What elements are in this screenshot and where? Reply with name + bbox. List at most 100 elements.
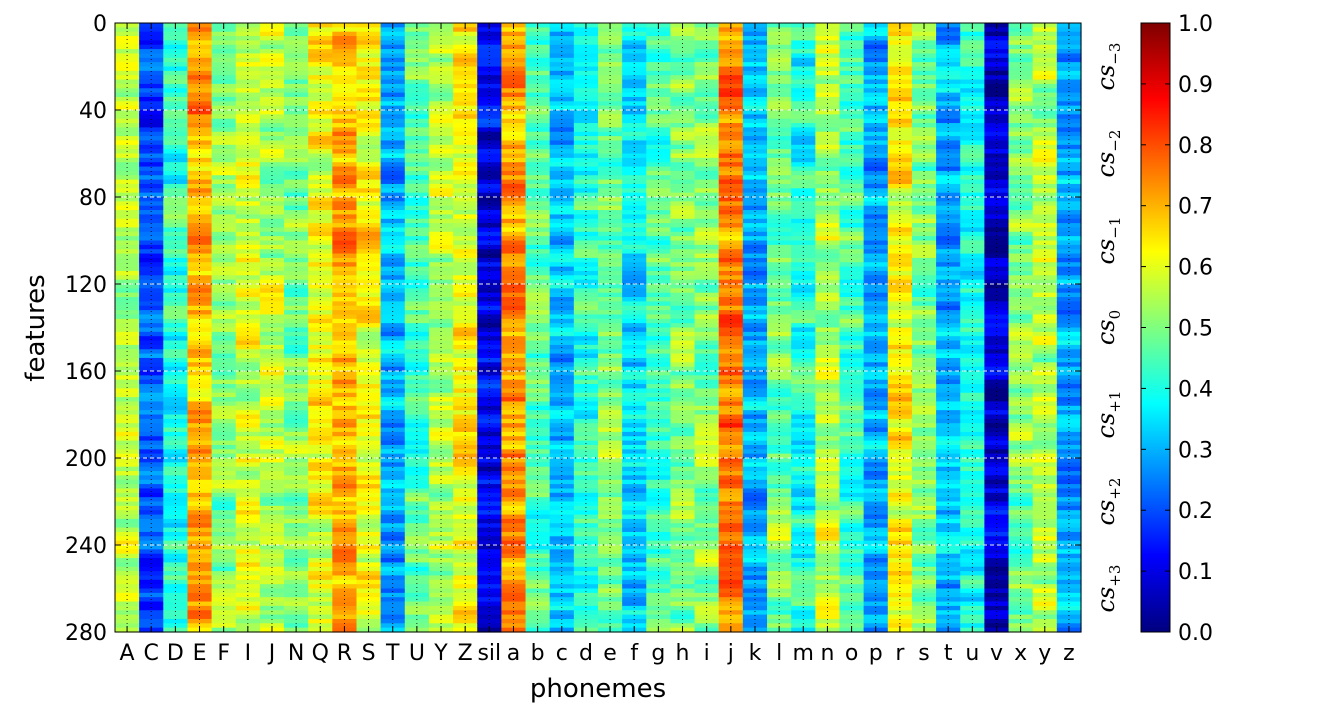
heatmap-cell: [718, 571, 744, 577]
heatmap-cell: [187, 162, 213, 168]
heatmap-cell: [573, 105, 599, 111]
heatmap-cell: [839, 479, 865, 485]
heatmap-cell: [622, 136, 647, 142]
heatmap-cell: [428, 605, 454, 611]
heatmap-cell: [453, 327, 478, 333]
heatmap-cell: [936, 205, 961, 211]
heatmap-cell: [428, 110, 454, 115]
heatmap-cell: [308, 323, 333, 329]
heatmap-cell: [525, 188, 551, 194]
heatmap-cell: [332, 505, 358, 511]
heatmap-cell: [622, 605, 647, 611]
heatmap-cell: [960, 357, 985, 363]
heatmap-cell: [573, 327, 599, 333]
heatmap-cell: [960, 223, 985, 229]
heatmap-cell: [911, 418, 937, 424]
heatmap-cell: [163, 614, 189, 620]
heatmap-cell: [598, 518, 623, 524]
heatmap-cell: [356, 523, 382, 529]
heatmap-cell: [235, 131, 261, 137]
heatmap-cell: [936, 471, 961, 476]
heatmap-cell: [235, 375, 261, 381]
heatmap-cell: [936, 179, 961, 185]
heatmap-cell: [139, 436, 164, 442]
heatmap-cell: [453, 527, 478, 533]
heatmap-cell: [718, 136, 744, 142]
heatmap-cell: [332, 453, 358, 459]
heatmap-cell: [936, 236, 961, 242]
heatmap-cell: [404, 431, 430, 437]
heatmap-cell: [839, 231, 865, 237]
heatmap-cell: [646, 136, 672, 142]
heatmap-cell: [284, 188, 309, 194]
heatmap-cell: [839, 275, 865, 281]
heatmap-cell: [742, 418, 768, 424]
heatmap-cell: [404, 270, 430, 276]
heatmap-cell: [211, 566, 237, 572]
heatmap-cell: [839, 70, 865, 76]
heatmap-cell: [259, 405, 285, 411]
heatmap-cell: [525, 253, 551, 259]
heatmap-cell: [139, 423, 164, 429]
heatmap-cell: [767, 410, 792, 416]
heatmap-cell: [598, 371, 623, 376]
heatmap-cell: [380, 479, 406, 485]
heatmap-cell: [187, 405, 213, 411]
heatmap-cell: [718, 357, 744, 363]
heatmap-cell: [815, 127, 841, 133]
heatmap-cell: [936, 227, 961, 233]
heatmap-cell: [139, 610, 164, 616]
heatmap-cell: [284, 175, 309, 181]
heatmap-cell: [139, 527, 164, 533]
heatmap-cell: [549, 431, 575, 437]
heatmap-cell: [646, 31, 672, 37]
heatmap-cell: [791, 62, 816, 68]
heatmap-cell: [911, 336, 937, 342]
heatmap-cell: [694, 62, 720, 68]
heatmap-cell: [525, 618, 551, 624]
heatmap-cell: [453, 231, 478, 237]
heatmap-cell: [115, 266, 140, 272]
heatmap-cell: [936, 118, 961, 124]
heatmap-cell: [380, 423, 406, 429]
heatmap-cell: [598, 618, 623, 624]
heatmap-cell: [163, 584, 189, 590]
heatmap-cell: [235, 357, 261, 363]
heatmap-cell: [428, 257, 454, 263]
heatmap-cell: [694, 36, 720, 41]
heatmap-cell: [549, 266, 575, 272]
heatmap-cell: [332, 166, 358, 172]
heatmap-cell: [767, 375, 792, 381]
heatmap-cell: [549, 314, 575, 320]
heatmap-cell: [356, 488, 382, 494]
heatmap-cell: [573, 275, 599, 281]
heatmap-cell: [694, 588, 720, 594]
heatmap-cell: [380, 227, 406, 233]
heatmap-cell: [453, 405, 478, 411]
heatmap-cell: [598, 588, 623, 594]
heatmap-cell: [380, 458, 406, 463]
heatmap-cell: [308, 431, 333, 437]
heatmap-cell: [863, 183, 889, 189]
heatmap-cell: [139, 75, 164, 81]
heatmap-cell: [598, 266, 623, 272]
heatmap-cell: [646, 479, 672, 485]
heatmap-cell: [404, 427, 430, 433]
heatmap-cell: [694, 571, 720, 577]
heatmap-cell: [549, 527, 575, 533]
heatmap-cell: [525, 262, 551, 268]
heatmap-cell: [622, 471, 647, 476]
heatmap-cell: [501, 588, 527, 594]
heatmap-cell: [767, 123, 792, 128]
heatmap-cell: [742, 505, 768, 511]
heatmap-cell: [259, 331, 285, 337]
heatmap-cell: [356, 553, 382, 559]
heatmap-cell: [573, 62, 599, 68]
heatmap-cell: [670, 127, 696, 133]
heatmap-cell: [887, 257, 913, 263]
heatmap-cell: [863, 57, 889, 63]
heatmap-cell: [960, 388, 985, 394]
heatmap-cell: [332, 375, 358, 381]
heatmap-cell: [573, 253, 599, 259]
heatmap-cell: [646, 458, 672, 463]
